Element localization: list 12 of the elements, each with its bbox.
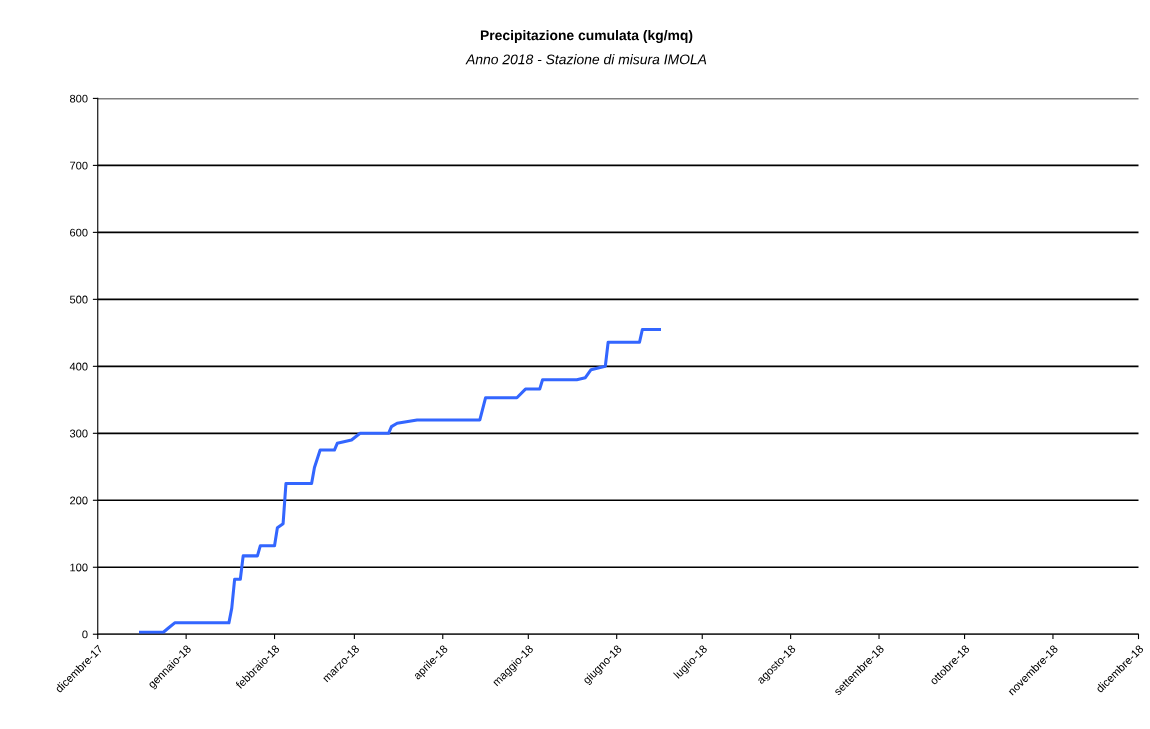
chart-title: Precipitazione cumulata (kg/mq): [480, 30, 693, 44]
chart-subtitle: Anno 2018 - Stazione di misura IMOLA: [465, 54, 707, 65]
y-tick-label: 600: [70, 228, 88, 237]
y-tick-label: 100: [70, 563, 88, 572]
y-tick-label: 200: [70, 496, 88, 505]
y-tick-label: 400: [69, 362, 88, 371]
y-tick-label: 300: [69, 429, 88, 438]
y-tick-label: 800: [69, 94, 88, 103]
y-tick-label: 0: [82, 630, 88, 639]
y-tick-label: 500: [69, 295, 88, 304]
y-tick-label: 700: [70, 161, 88, 170]
line-series: [138, 327, 661, 634]
